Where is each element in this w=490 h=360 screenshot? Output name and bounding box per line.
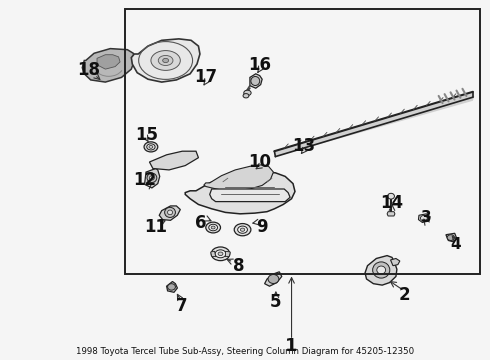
Polygon shape (265, 272, 282, 286)
Polygon shape (159, 206, 180, 220)
Polygon shape (391, 258, 400, 266)
Polygon shape (145, 168, 160, 188)
Ellipse shape (151, 51, 180, 71)
Text: 12: 12 (133, 171, 156, 189)
Text: 1998 Toyota Tercel Tube Sub-Assy, Steering Column Diagram for 45205-12350: 1998 Toyota Tercel Tube Sub-Assy, Steeri… (76, 346, 414, 356)
Text: 13: 13 (292, 137, 316, 155)
Ellipse shape (234, 224, 251, 236)
Ellipse shape (211, 226, 215, 229)
Polygon shape (131, 39, 200, 82)
Ellipse shape (218, 252, 223, 256)
Ellipse shape (147, 144, 155, 150)
Ellipse shape (238, 226, 247, 233)
Ellipse shape (158, 55, 173, 66)
Ellipse shape (215, 250, 226, 258)
Polygon shape (446, 233, 457, 242)
Polygon shape (149, 151, 198, 170)
Text: 15: 15 (136, 126, 158, 144)
Text: 8: 8 (233, 257, 245, 275)
Polygon shape (387, 212, 395, 216)
Text: 6: 6 (195, 214, 207, 232)
Polygon shape (185, 172, 295, 214)
Text: 16: 16 (248, 56, 271, 74)
Ellipse shape (243, 94, 249, 98)
Ellipse shape (211, 247, 230, 261)
Text: 17: 17 (194, 68, 218, 86)
Ellipse shape (144, 142, 158, 152)
Ellipse shape (251, 77, 260, 85)
Text: 5: 5 (270, 293, 282, 311)
Ellipse shape (447, 235, 455, 240)
Ellipse shape (149, 145, 153, 148)
Ellipse shape (168, 210, 172, 215)
Text: 11: 11 (145, 218, 167, 236)
Ellipse shape (388, 193, 394, 199)
Ellipse shape (168, 284, 175, 290)
Text: 2: 2 (398, 286, 410, 304)
Text: 7: 7 (175, 297, 187, 315)
Text: 9: 9 (256, 218, 268, 236)
Bar (125, 9, 480, 274)
Text: 18: 18 (78, 61, 100, 79)
Polygon shape (365, 256, 397, 285)
Ellipse shape (241, 228, 245, 231)
Ellipse shape (165, 207, 175, 217)
Polygon shape (82, 49, 135, 82)
Polygon shape (167, 282, 177, 292)
Polygon shape (97, 55, 120, 69)
Text: 1: 1 (285, 337, 298, 355)
Polygon shape (225, 251, 230, 257)
Ellipse shape (206, 222, 220, 233)
Ellipse shape (377, 266, 386, 274)
Ellipse shape (149, 176, 154, 180)
Polygon shape (274, 92, 474, 157)
Ellipse shape (268, 274, 279, 284)
Polygon shape (211, 251, 216, 257)
Polygon shape (418, 214, 430, 222)
Ellipse shape (163, 58, 169, 63)
Polygon shape (210, 189, 290, 202)
Text: 14: 14 (380, 194, 404, 212)
Polygon shape (204, 165, 273, 191)
Ellipse shape (147, 173, 157, 183)
Polygon shape (250, 74, 262, 88)
Ellipse shape (420, 215, 427, 221)
Text: 3: 3 (421, 210, 432, 225)
Text: 4: 4 (450, 237, 461, 252)
Ellipse shape (209, 224, 218, 231)
Ellipse shape (244, 90, 251, 95)
Ellipse shape (372, 262, 390, 278)
Text: 10: 10 (248, 153, 271, 171)
